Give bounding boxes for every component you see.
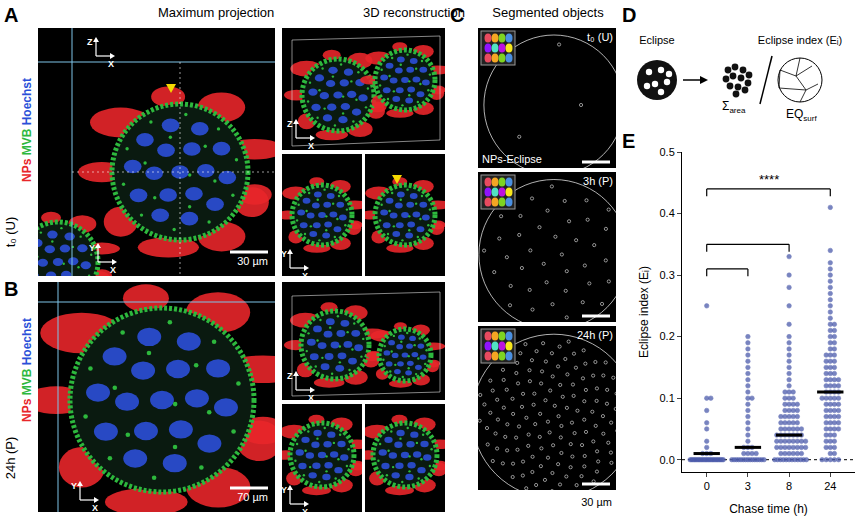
svg-text:70 µm: 70 µm	[237, 491, 268, 503]
svg-text:t₀ (U): t₀ (U)	[3, 217, 18, 248]
svg-text:24: 24	[824, 480, 836, 492]
svg-text:0.3: 0.3	[660, 269, 675, 281]
svg-text:24h (P): 24h (P)	[577, 329, 613, 341]
svg-text:B: B	[4, 278, 18, 300]
svg-text:NPs-Eclipse: NPs-Eclipse	[482, 153, 542, 165]
svg-text:t₀ (U): t₀ (U)	[587, 31, 613, 43]
svg-text:Y: Y	[281, 249, 287, 259]
svg-text:Y: Y	[89, 243, 95, 253]
svg-text:NPs MVB Hoechst: NPs MVB Hoechst	[20, 318, 34, 422]
svg-text:Segmented objects: Segmented objects	[492, 5, 604, 20]
svg-text:0: 0	[704, 480, 710, 492]
svg-text:0.4: 0.4	[660, 207, 675, 219]
svg-text:Z: Z	[287, 119, 293, 129]
svg-text:Z: Z	[87, 37, 93, 47]
svg-text:Y: Y	[71, 481, 77, 491]
svg-text:0.5: 0.5	[660, 146, 675, 158]
svg-text:****: ****	[759, 172, 779, 187]
svg-text:D: D	[622, 4, 636, 26]
svg-text:3: 3	[745, 480, 751, 492]
svg-text:X: X	[308, 141, 314, 151]
svg-text:30 µm: 30 µm	[237, 255, 268, 267]
svg-text:Eclipse index (Eᵢ): Eclipse index (Eᵢ)	[637, 266, 651, 358]
svg-text:A: A	[4, 4, 18, 26]
svg-text:Eclipse index (Eᵢ): Eclipse index (Eᵢ)	[758, 34, 842, 46]
svg-text:C: C	[450, 4, 464, 26]
svg-text:X: X	[302, 507, 308, 516]
svg-text:30 µm: 30 µm	[581, 496, 612, 508]
svg-text:0.0: 0.0	[660, 454, 675, 466]
svg-text:X: X	[308, 393, 314, 403]
svg-text:Eclipse: Eclipse	[639, 34, 674, 46]
svg-text:X: X	[92, 503, 98, 513]
svg-text:8: 8	[786, 480, 792, 492]
svg-text:0.1: 0.1	[660, 392, 675, 404]
svg-text:Chase time (h): Chase time (h)	[729, 502, 808, 516]
svg-text:Σarea: Σarea	[722, 99, 746, 115]
svg-text:NPs MVB Hoechst: NPs MVB Hoechst	[20, 78, 34, 182]
svg-text:3h (P): 3h (P)	[583, 175, 613, 187]
svg-text:Y: Y	[281, 485, 287, 495]
svg-text:X: X	[302, 271, 308, 281]
svg-text:0.2: 0.2	[660, 330, 675, 342]
svg-text:X: X	[108, 59, 114, 69]
svg-text:3D reconstruction: 3D reconstruction	[363, 5, 465, 20]
svg-text:24h (P): 24h (P)	[3, 437, 18, 480]
svg-text:E: E	[622, 130, 635, 152]
svg-text:X: X	[110, 265, 116, 275]
svg-text:EQsurf: EQsurf	[786, 107, 817, 123]
svg-text:Z: Z	[287, 371, 293, 381]
svg-text:Maximum projection: Maximum projection	[158, 5, 274, 20]
